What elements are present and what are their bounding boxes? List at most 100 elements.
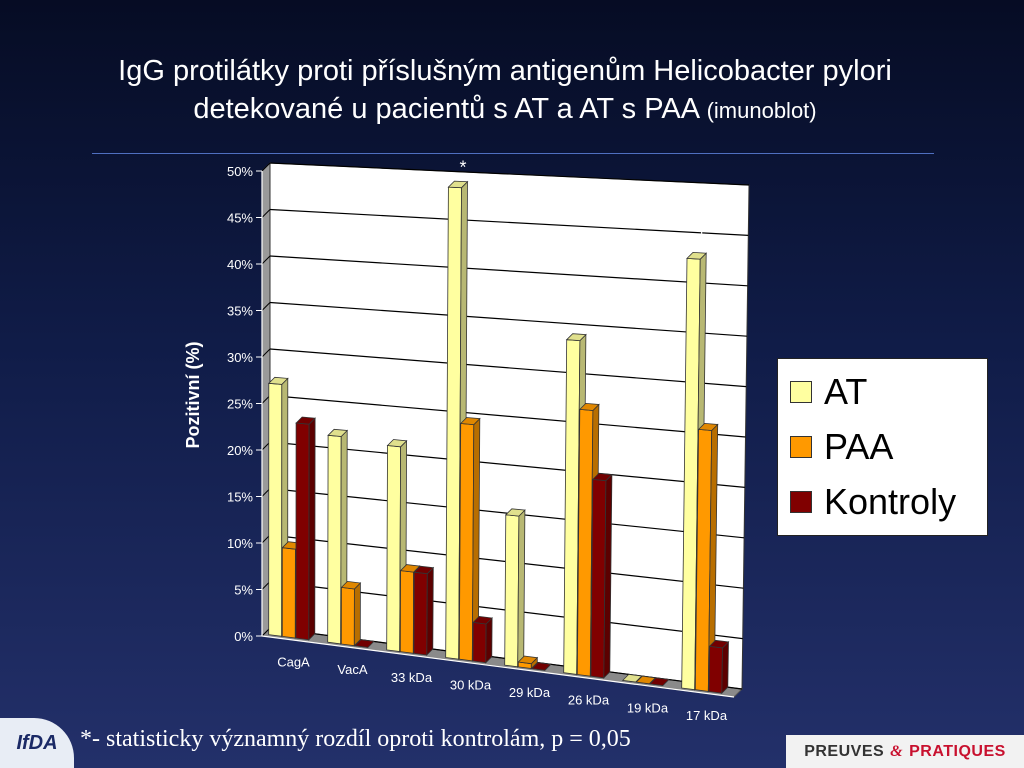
bar-kontroly-4-top <box>531 662 552 671</box>
gridline <box>269 162 750 186</box>
y-tick-label: 50% <box>227 164 253 179</box>
bar-at-2-top <box>386 439 408 448</box>
bar-kontroly-2 <box>413 571 428 656</box>
x-tick-label: 17 kDa <box>686 708 728 723</box>
y-axis-label: Pozitivní (%) <box>183 341 203 448</box>
x-tick-label: 29 kDa <box>509 685 551 700</box>
gridline-side <box>261 209 271 218</box>
chart-legend: AT PAA Kontroly <box>777 358 988 536</box>
bar-at-0 <box>268 382 283 637</box>
y-tick-label: 30% <box>227 350 253 365</box>
title-line-1: IgG protilátky proti příslušným antigenů… <box>118 55 892 87</box>
y-tick-label: 20% <box>227 443 253 458</box>
x-axis-line <box>261 635 735 698</box>
gridline-side <box>261 302 271 311</box>
bar-kontroly-0 <box>295 422 310 641</box>
slide-title: IgG protilátky proti příslušným antigenů… <box>0 52 1010 130</box>
bar-kontroly-2-side <box>426 566 434 656</box>
gridline <box>269 348 747 388</box>
bar-at-0-top <box>267 376 289 385</box>
y-tick-label: 0% <box>234 629 253 644</box>
bar-paa-1-side <box>353 582 361 647</box>
legend-item-kontroly: Kontroly <box>790 477 956 527</box>
title-line-2: detekované u pacientů s AT a AT s PAA (i… <box>0 90 1010 130</box>
y-tick-label: 45% <box>227 211 253 226</box>
legend-label-at: AT <box>824 371 868 412</box>
bar-at-4 <box>504 514 520 668</box>
bar-kontroly-3 <box>472 621 487 664</box>
bar-paa-6-top <box>635 675 657 685</box>
title-line-2-main: detekované u pacientů s AT a AT s PAA <box>193 93 699 125</box>
bar-kontroly-1-top <box>354 639 375 648</box>
legend-swatch-kontroly <box>790 491 812 513</box>
bar-paa-5-top <box>578 402 600 411</box>
x-tick-label: 33 kDa <box>391 670 433 685</box>
bar-paa-3 <box>458 423 475 662</box>
gridline <box>269 394 746 438</box>
title-divider <box>92 153 934 154</box>
x-tick-label: VacA <box>337 662 367 677</box>
bar-paa-3-top <box>459 417 481 426</box>
logo-part-2: PRATIQUES <box>909 742 1006 760</box>
bar-kontroly-6-top <box>649 677 670 686</box>
logo-amp: & <box>890 742 904 760</box>
gridline <box>269 301 747 337</box>
bar-paa-4-top <box>517 655 539 665</box>
gridline-side <box>261 162 271 172</box>
gridline-side <box>261 255 271 265</box>
bar-paa-1-top <box>340 580 362 590</box>
bar-at-6-top <box>621 673 643 683</box>
y-tick-label: 15% <box>227 490 253 505</box>
bar-paa-7-top <box>697 422 719 431</box>
y-tick-label: 25% <box>227 397 253 412</box>
bar-paa-2-top <box>399 564 421 573</box>
gridline <box>269 441 745 488</box>
bar-at-1 <box>327 434 342 645</box>
legend-swatch-paa <box>790 436 812 458</box>
bar-at-2 <box>386 445 402 652</box>
bar-paa-1 <box>340 586 355 647</box>
y-tick-label: 35% <box>227 304 253 319</box>
gridline <box>269 255 748 287</box>
title-line-2-sub: (imunoblot) <box>706 98 817 123</box>
bar-at-7-top <box>686 251 708 260</box>
significance-marker: * <box>472 394 479 414</box>
y-tick-label: 40% <box>227 257 253 272</box>
x-tick-label: 26 kDa <box>568 693 610 708</box>
y-tick-label: 5% <box>234 583 253 598</box>
bar-kontroly-5 <box>590 478 607 679</box>
bar-at-4-side <box>517 509 526 668</box>
bar-kontroly-7-side <box>721 640 729 695</box>
bar-at-3-top <box>447 180 469 189</box>
bar-paa-0 <box>281 547 296 639</box>
legend-item-at: AT <box>790 367 867 417</box>
gridline <box>269 208 749 236</box>
bar-paa-2 <box>399 570 415 654</box>
bar-kontroly-0-side <box>308 417 316 641</box>
legend-swatch-at <box>790 381 812 403</box>
bar-at-1-top <box>327 428 349 437</box>
significance-marker: * <box>339 406 346 426</box>
legend-label-paa: PAA <box>824 426 894 467</box>
bar-kontroly-3-side <box>485 617 493 664</box>
gridline-side <box>261 348 271 358</box>
bar-at-5-top <box>565 333 587 342</box>
x-tick-label: CagA <box>277 655 310 670</box>
logo-part-1: PREUVES <box>804 742 885 760</box>
significance-marker: * <box>698 229 705 249</box>
x-tick-label: 30 kDa <box>450 677 492 692</box>
bar-kontroly-7-top <box>708 639 730 649</box>
significance-marker: * <box>459 157 466 177</box>
bar-kontroly-3-top <box>472 615 493 625</box>
y-tick-label: 10% <box>227 536 253 551</box>
footnote: *- statisticky významný rozdíl oproti ko… <box>80 726 631 752</box>
bar-kontroly-0-top <box>295 416 316 425</box>
bar-at-4-top <box>504 508 526 517</box>
bar-kontroly-2-top <box>413 565 435 575</box>
legend-item-paa: PAA <box>790 422 893 472</box>
preuves-pratiques-logo: PREUVES & PRATIQUES <box>786 735 1024 768</box>
bar-kontroly-7 <box>708 645 723 694</box>
x-tick-label: 19 kDa <box>627 700 669 715</box>
legend-label-kontroly: Kontroly <box>824 481 957 522</box>
